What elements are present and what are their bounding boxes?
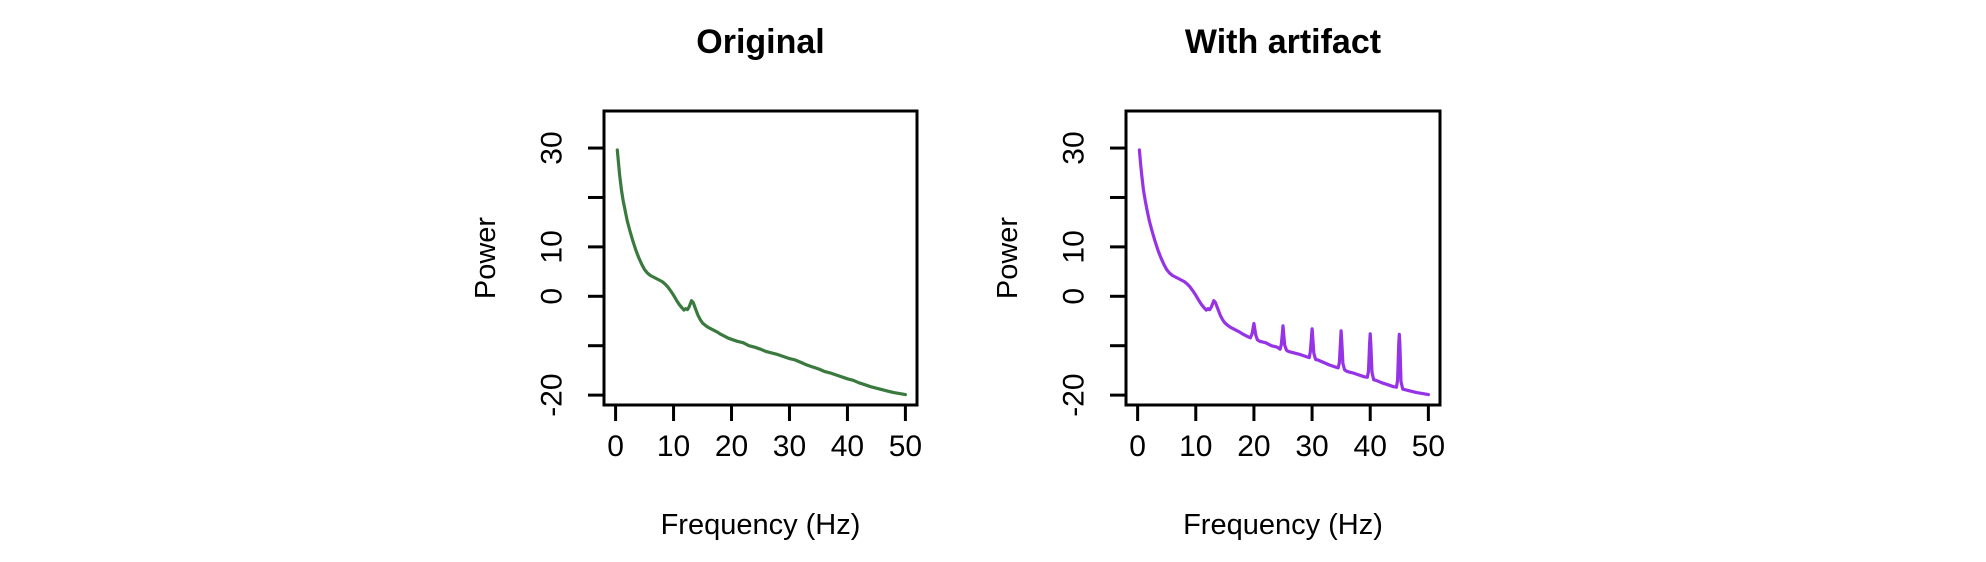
chart-title-original: Original xyxy=(696,23,825,61)
x-tick-label: 10 xyxy=(657,430,690,463)
panel-original: 0 10 20 30 40 50 30 10 0 -20 xyxy=(536,109,922,463)
x-tick-label: 50 xyxy=(1412,430,1445,463)
y-tick-label: 10 xyxy=(1058,230,1091,263)
panel-with-artifact: 0 10 20 30 40 50 30 10 0 -20 xyxy=(1058,109,1445,463)
x-tick-label: 40 xyxy=(1354,430,1387,463)
x-tick-label: 50 xyxy=(889,430,922,463)
y-axis-label-original: Power xyxy=(470,216,502,300)
x-tick-label: 0 xyxy=(607,430,624,463)
plot-box xyxy=(602,109,919,407)
y-tick-label: 0 xyxy=(536,288,569,305)
y-tick-label: 30 xyxy=(536,131,569,164)
plot-box xyxy=(1124,109,1442,407)
x-axis-label-with-artifact: Frequency (Hz) xyxy=(1183,509,1383,541)
y-tick-label: 30 xyxy=(1058,131,1091,164)
spectrum-line-original xyxy=(615,148,907,397)
x-tick-label: 20 xyxy=(715,430,748,463)
y-tick-label: 10 xyxy=(536,230,569,263)
x-axis-label-original: Frequency (Hz) xyxy=(660,509,861,541)
x-tick-label: 10 xyxy=(1179,430,1212,463)
x-tick-label: 40 xyxy=(831,430,864,463)
x-tick-label: 30 xyxy=(1295,430,1328,463)
y-tick-label: 0 xyxy=(1058,288,1091,305)
y-axis-label-with-artifact: Power xyxy=(992,216,1024,300)
x-tick-label: 0 xyxy=(1129,430,1146,463)
x-tick-label: 20 xyxy=(1237,430,1270,463)
x-tick-label: 30 xyxy=(773,430,806,463)
y-tick-label: -20 xyxy=(536,373,569,416)
chart-title-with-artifact: With artifact xyxy=(1184,23,1382,61)
y-tick-label: -20 xyxy=(1058,373,1091,416)
spectrum-line-artifact xyxy=(1137,148,1430,397)
